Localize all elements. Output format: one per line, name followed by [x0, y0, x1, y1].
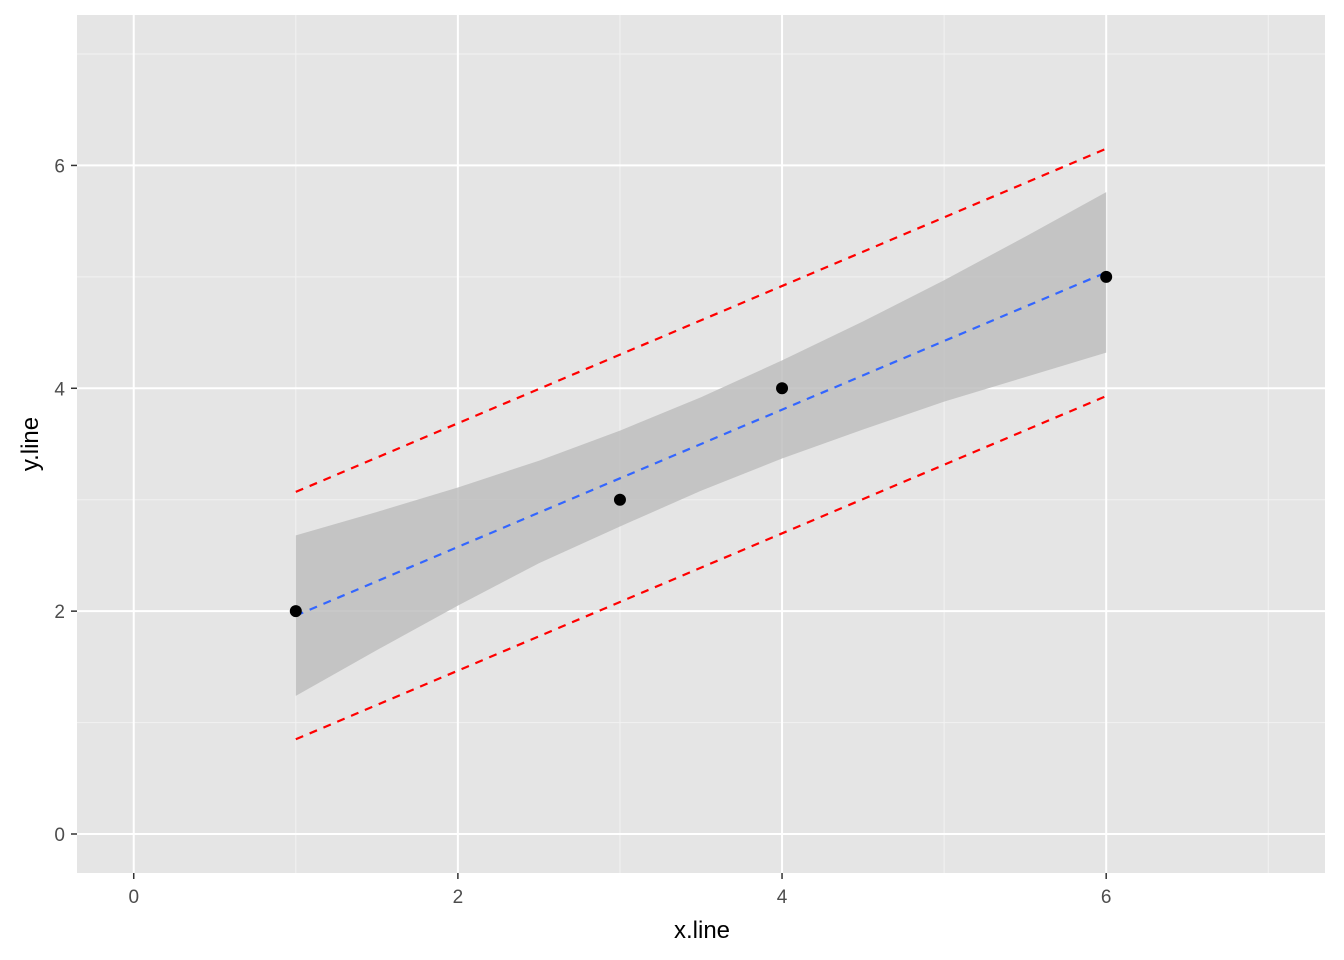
x-tick-label: 6: [1101, 887, 1112, 908]
points-layer: [289, 270, 1113, 618]
data-point: [613, 493, 626, 506]
y-axis-title: y.line: [17, 417, 44, 471]
x-tick-label: 2: [453, 887, 464, 908]
x-tick-label: 4: [777, 887, 788, 908]
axes: 0 2 4 6 0 2 4 6: [54, 156, 1111, 908]
prediction-lower-line: [295, 395, 1107, 741]
y-tick-label: 2: [54, 602, 65, 623]
data-point: [1100, 270, 1113, 283]
fit-line: [295, 271, 1107, 617]
lines-layer: [295, 147, 1107, 741]
y-tick-label: 6: [54, 156, 65, 177]
prediction-upper-line: [295, 147, 1107, 493]
data-point: [289, 605, 302, 618]
y-tick-label: 4: [54, 379, 65, 400]
x-axis-title: x.line: [674, 917, 730, 944]
x-tick-label: 0: [128, 887, 139, 908]
data-point: [776, 382, 789, 395]
y-tick-label: 0: [54, 825, 65, 846]
